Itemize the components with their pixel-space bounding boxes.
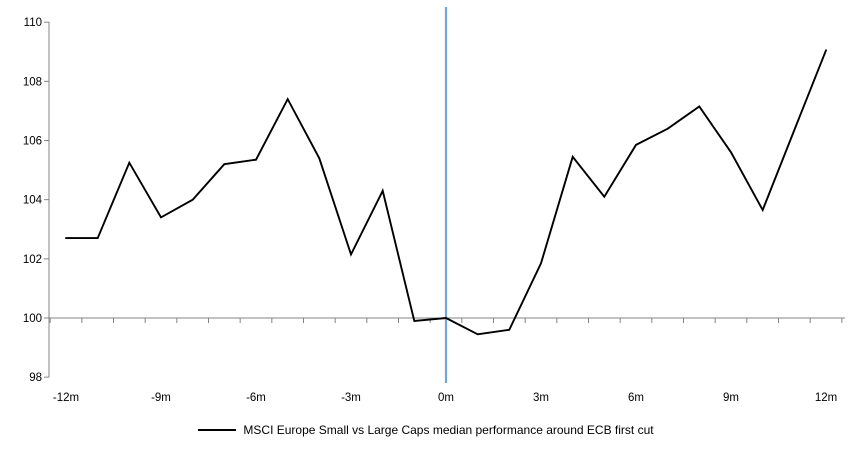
y-tick-label: 108: [23, 76, 42, 88]
x-tick-label: 12m: [815, 392, 837, 404]
x-tick-label: -12m: [53, 392, 79, 404]
y-tick-label: 110: [24, 17, 42, 29]
x-tick-label: 9m: [723, 392, 739, 404]
y-tick-label: 98: [29, 372, 42, 384]
y-tick-label: 104: [23, 195, 43, 207]
x-tick-label: -6m: [246, 392, 266, 404]
legend-line-swatch: [198, 429, 237, 431]
legend-label: MSCI Europe Small vs Large Caps median p…: [243, 423, 654, 437]
chart-legend: MSCI Europe Small vs Large Caps median p…: [0, 421, 852, 439]
x-tick-label: 6m: [628, 392, 644, 404]
y-tick-label: 100: [23, 313, 42, 325]
x-tick-label: 0m: [438, 392, 454, 404]
x-tick-label: -3m: [341, 392, 361, 404]
y-tick-label: 102: [23, 254, 42, 266]
series-line: [65, 49, 827, 336]
x-tick-label: -9m: [151, 392, 171, 404]
x-tick-label: 3m: [533, 392, 549, 404]
y-tick-label: 106: [23, 136, 42, 148]
